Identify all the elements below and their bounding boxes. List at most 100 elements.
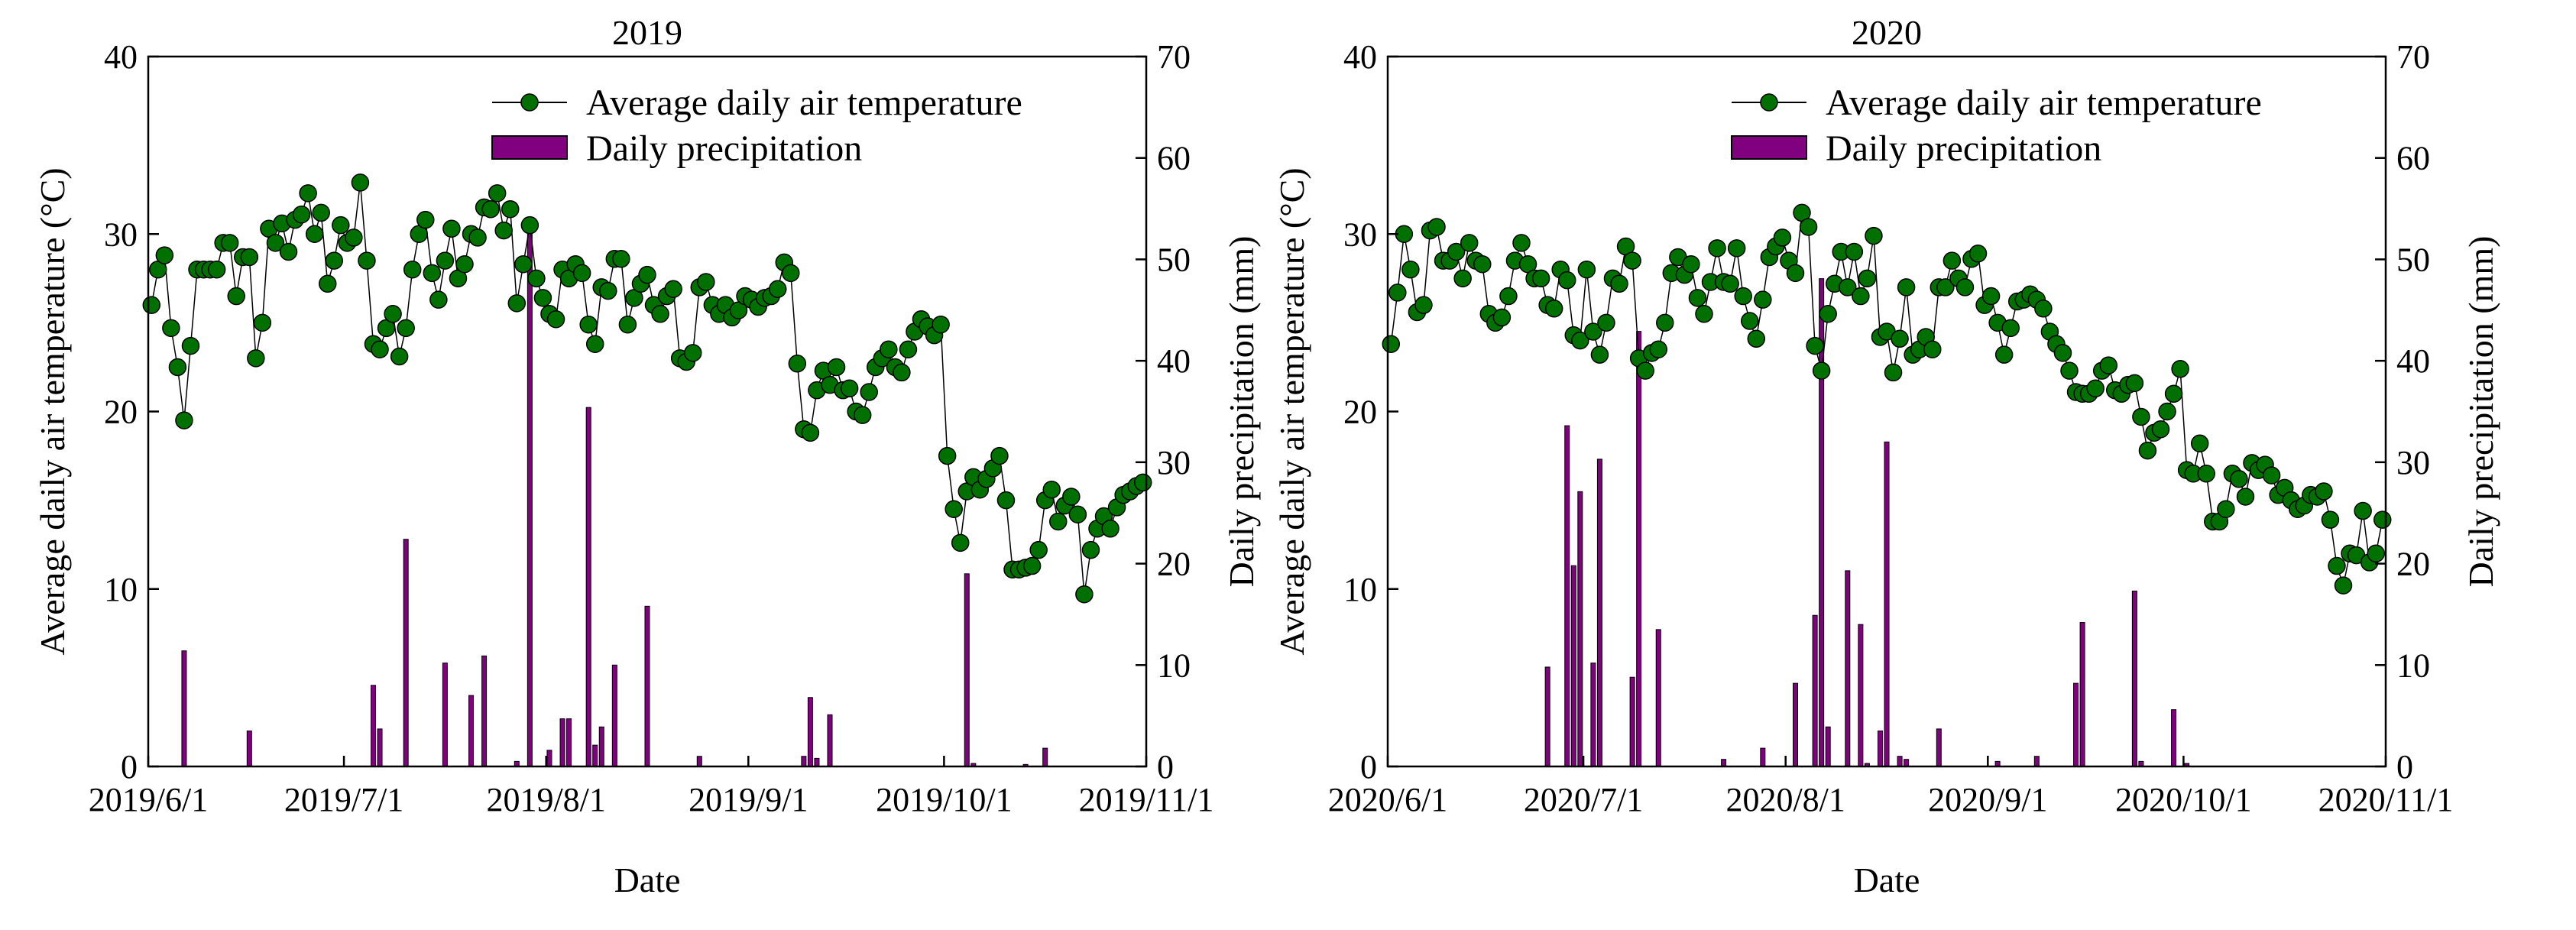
temperature-point bbox=[142, 296, 161, 314]
y-left-tick-label: 40 bbox=[104, 38, 138, 76]
precipitation-bar bbox=[2079, 622, 2085, 767]
temperature-point bbox=[318, 274, 337, 293]
temperature-point bbox=[996, 491, 1016, 510]
temperature-point bbox=[1806, 336, 1824, 355]
precipitation-bar bbox=[1792, 682, 1798, 767]
precipitation-bar bbox=[1577, 491, 1583, 767]
temperature-point bbox=[1786, 264, 1805, 283]
temperature-point bbox=[990, 446, 1009, 465]
temperature-point bbox=[2125, 374, 2144, 393]
y-right-tick-label: 40 bbox=[1157, 342, 1191, 380]
temperature-point bbox=[1512, 234, 1531, 252]
temperature-point bbox=[1401, 260, 1420, 279]
precipitation-bar bbox=[814, 757, 820, 767]
temperature-point bbox=[168, 358, 187, 377]
chart-panel-2019: 0 10 20 30 40 0 10 20 30 40 50 60 70 2019/6/1 2019/7/1… bbox=[33, 13, 1261, 899]
legend-bar-icon bbox=[1731, 135, 1807, 160]
temperature-point bbox=[1081, 540, 1100, 559]
precipitation-bar bbox=[246, 731, 252, 767]
temperature-point bbox=[664, 280, 682, 298]
chart-title: 2020 bbox=[1852, 13, 1922, 52]
x-axis-label: Date bbox=[614, 860, 681, 899]
temperature-point bbox=[1049, 512, 1068, 531]
precipitation-bar bbox=[566, 718, 572, 767]
precipitation-bar bbox=[644, 605, 650, 767]
y-left-tick-label: 40 bbox=[1343, 38, 1377, 76]
precipitation-bar bbox=[2073, 682, 2079, 767]
temperature-point bbox=[1571, 331, 1589, 350]
temperature-point bbox=[279, 242, 298, 261]
y-right-tick-label: 60 bbox=[2396, 140, 2430, 177]
temperature-point bbox=[2164, 384, 2183, 403]
precipitation-bar bbox=[611, 664, 617, 767]
y-left-tick-label: 30 bbox=[104, 215, 138, 253]
temperature-point bbox=[638, 265, 656, 284]
temperature-point bbox=[527, 269, 546, 288]
temperature-point bbox=[1936, 278, 1955, 296]
temperature-point bbox=[305, 225, 324, 243]
precipitation-bar bbox=[1904, 759, 1910, 767]
y-right-tick-label: 20 bbox=[1157, 546, 1191, 583]
temperature-point bbox=[181, 336, 200, 355]
y-left-axis-label: Average daily air temperature (°C) bbox=[1272, 167, 1311, 655]
temperature-point bbox=[899, 340, 918, 358]
temperature-point bbox=[2158, 402, 2176, 421]
chart-title: 2019 bbox=[612, 13, 682, 52]
legend-label-temperature: Average daily air temperature bbox=[1826, 83, 2262, 123]
temperature-point bbox=[585, 335, 604, 353]
temperature-point bbox=[494, 221, 513, 240]
y-left-tick-label: 20 bbox=[104, 394, 138, 431]
temperature-point bbox=[599, 281, 617, 300]
temperature-point bbox=[1068, 505, 1087, 523]
temperature-point bbox=[1382, 335, 1401, 353]
y-right-tick-label: 70 bbox=[2396, 38, 2430, 76]
y-right-tick-label: 30 bbox=[1157, 444, 1191, 481]
temperature-point bbox=[579, 315, 598, 334]
temperature-point bbox=[1649, 340, 1667, 358]
temperature-point bbox=[207, 260, 226, 279]
temperature-point bbox=[325, 251, 344, 270]
temperature-point bbox=[2001, 319, 2020, 338]
precipitation-bar bbox=[2033, 756, 2040, 767]
temperature-point bbox=[1492, 308, 1512, 327]
temperature-point bbox=[2230, 470, 2248, 488]
temperature-point bbox=[1623, 251, 1641, 270]
y-left-tick-label: 10 bbox=[104, 571, 138, 608]
y-right-tick-label: 30 bbox=[2396, 444, 2430, 481]
x-tick-label: 2019/9/1 bbox=[689, 781, 808, 818]
x-tick-label: 2019/10/1 bbox=[876, 781, 1012, 818]
temperature-point bbox=[1577, 260, 1596, 279]
precipitation-bar bbox=[527, 224, 533, 767]
temperature-point bbox=[1865, 226, 1883, 245]
precipitation-bar bbox=[1629, 676, 1635, 767]
temperature-point bbox=[1682, 254, 1700, 274]
precipitation-bar bbox=[2131, 590, 2137, 767]
temperature-point bbox=[1590, 345, 1609, 364]
y-left-tick-label: 0 bbox=[121, 748, 138, 786]
temperature-point bbox=[880, 340, 898, 358]
temperature-point bbox=[1597, 313, 1615, 332]
temperature-point bbox=[1695, 305, 1713, 323]
temperature-point bbox=[468, 228, 487, 247]
x-tick-label: 2019/6/1 bbox=[89, 781, 208, 818]
precipitation-bar bbox=[1655, 629, 1661, 767]
temperature-point bbox=[1968, 245, 1988, 263]
temperature-point bbox=[1473, 254, 1492, 274]
temperature-point bbox=[227, 287, 245, 306]
temperature-point bbox=[1740, 312, 1759, 330]
x-tick-label: 2019/8/1 bbox=[486, 781, 605, 818]
temperature-point bbox=[1531, 269, 1550, 288]
temperature-point bbox=[1688, 289, 1707, 307]
temperature-point bbox=[481, 199, 500, 219]
precipitation-bar bbox=[696, 756, 702, 767]
temperature-point bbox=[455, 254, 474, 274]
temperature-point bbox=[1897, 278, 1916, 296]
precipitation-bar bbox=[546, 750, 552, 767]
y-left-tick-label: 0 bbox=[1360, 748, 1377, 786]
temperature-point bbox=[1499, 287, 1518, 306]
y-left-axis-label: Average daily air temperature (°C) bbox=[33, 167, 72, 655]
temperature-point bbox=[612, 250, 630, 268]
temperature-point bbox=[442, 219, 461, 238]
temperature-point bbox=[827, 358, 846, 377]
precipitation-bar bbox=[598, 726, 604, 767]
